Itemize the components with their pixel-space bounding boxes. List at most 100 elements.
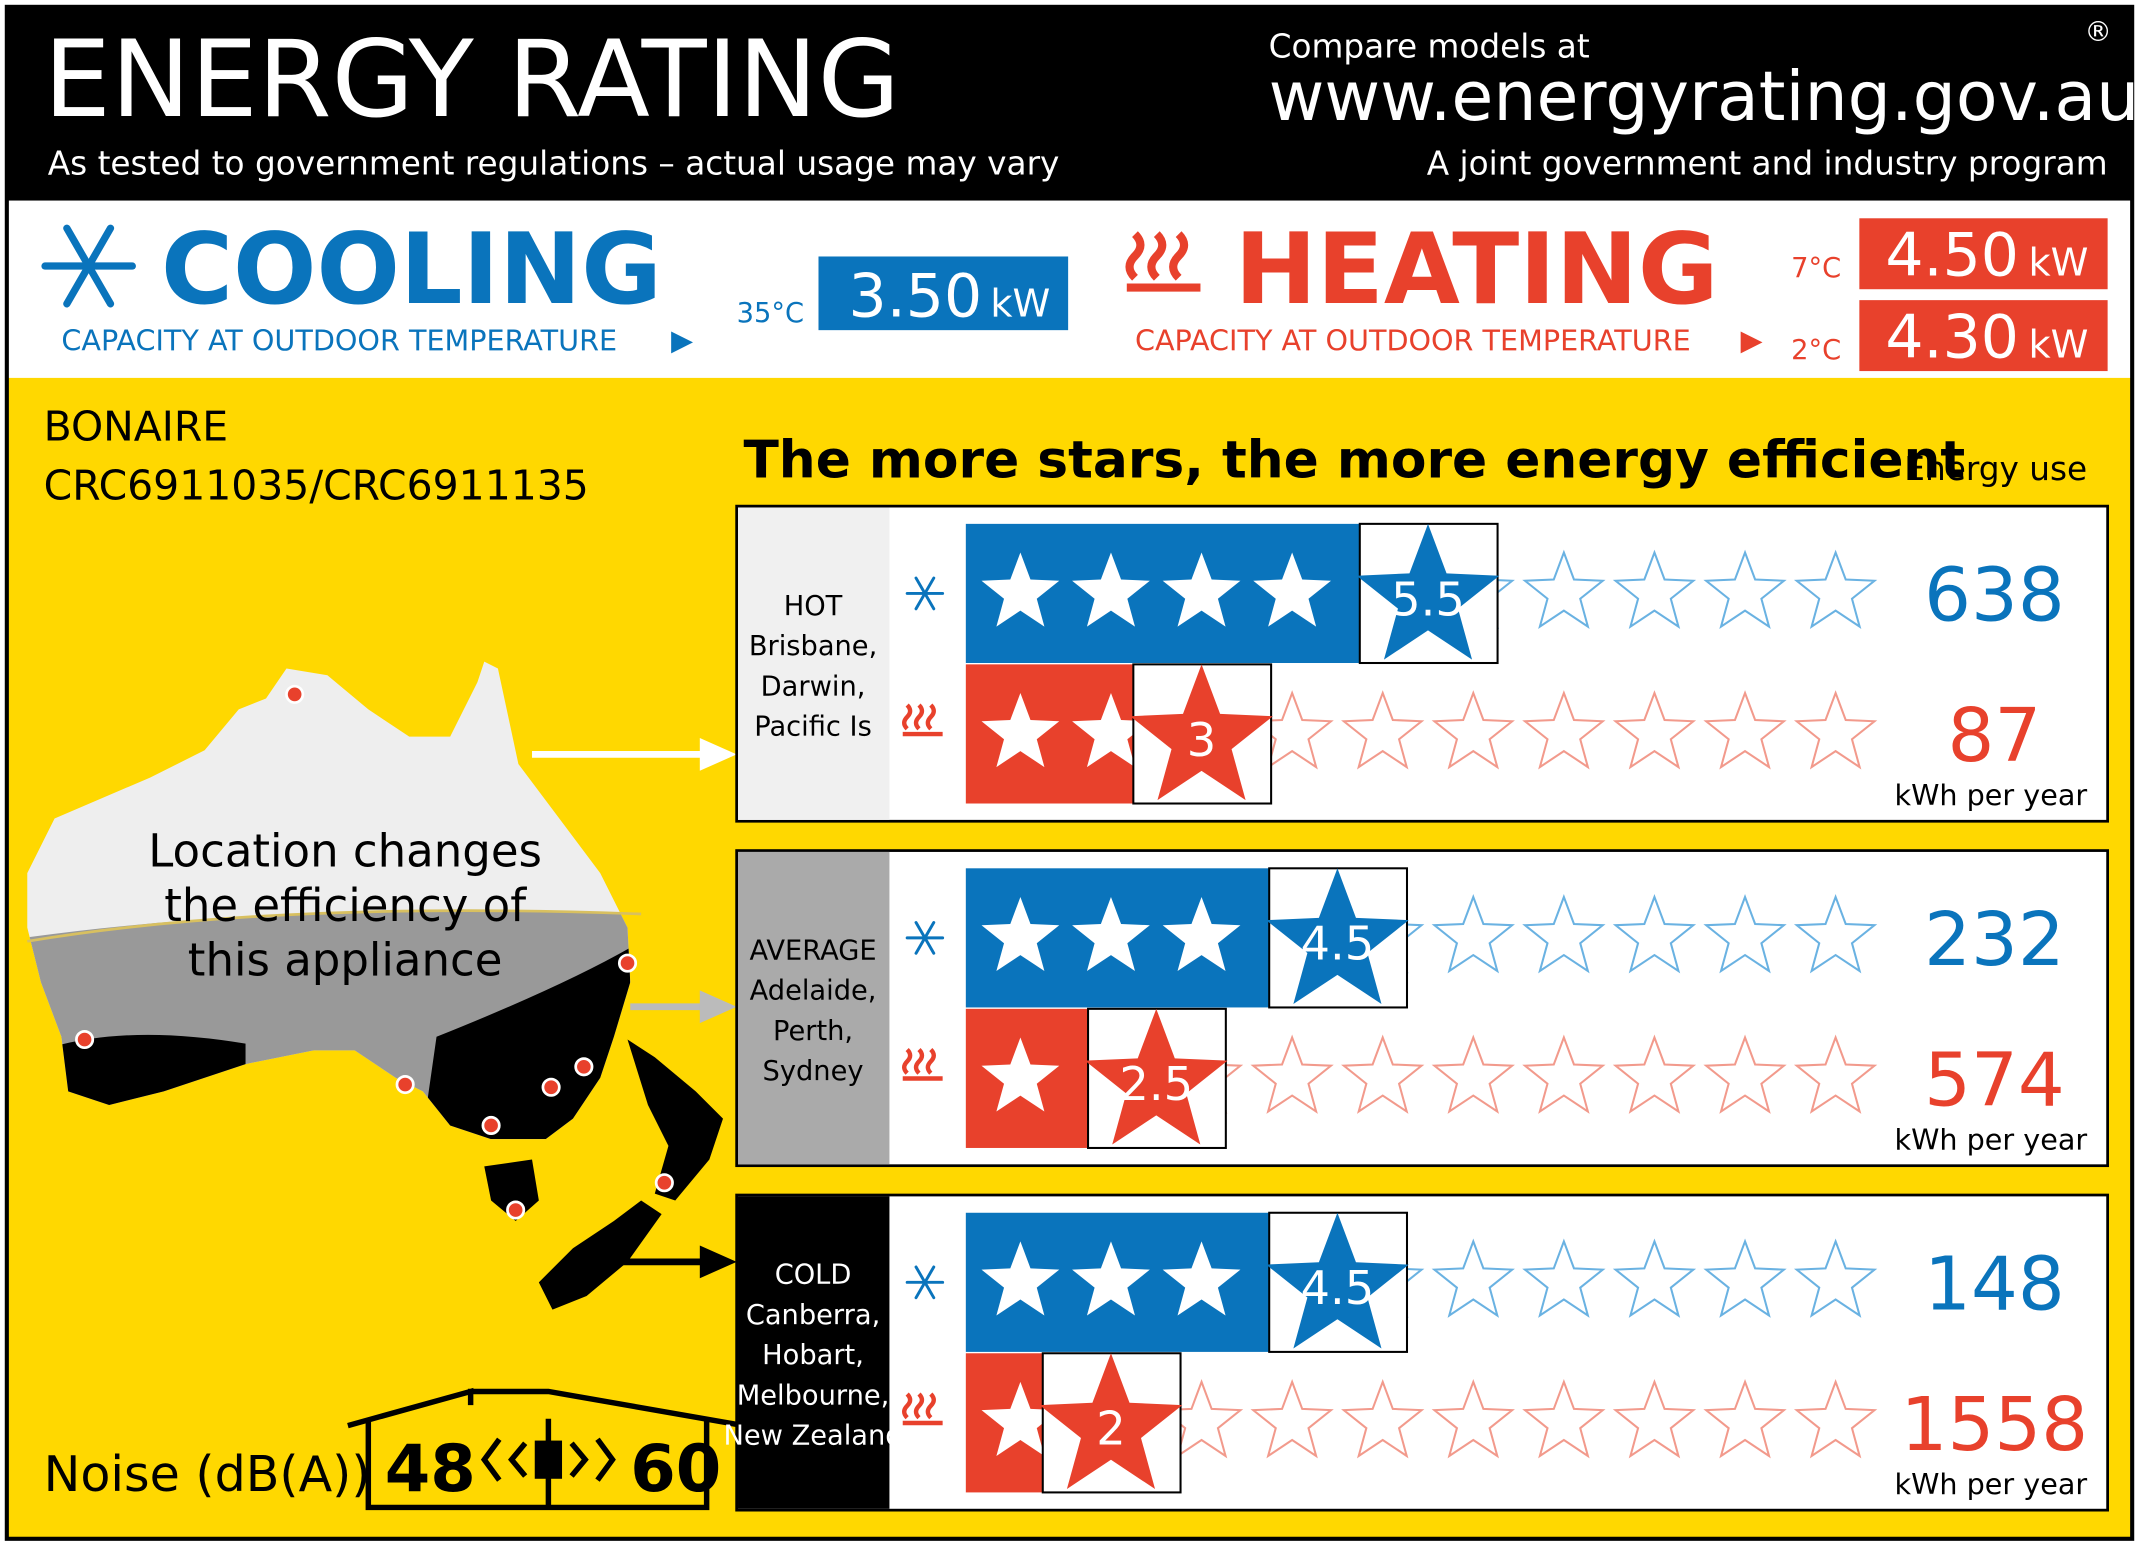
- noise-label: Noise (dB(A)): [44, 1445, 371, 1503]
- city-dot: [617, 953, 638, 973]
- city-dot: [481, 1115, 501, 1136]
- energy-use: 148: [1924, 1243, 2065, 1328]
- empty-star: [1341, 1378, 1425, 1459]
- rating-star: [1266, 868, 1409, 1005]
- heating-caption: CAPACITY AT OUTDOOR TEMPERATURE: [1135, 324, 1691, 358]
- empty-star: [1612, 690, 1697, 770]
- arrow-head: [699, 1245, 737, 1279]
- speaker: [534, 1440, 563, 1479]
- star-rating-label: 3: [1187, 713, 1217, 767]
- map-caption: the efficiency of: [164, 879, 527, 932]
- flake-arm: [63, 224, 115, 308]
- flake-arm: [914, 921, 936, 955]
- capacity: 4.50: [1885, 221, 2019, 291]
- capacity: 3.50: [849, 262, 983, 332]
- heat-icon: [902, 1392, 943, 1426]
- heat-wave: [925, 703, 936, 731]
- stars-heading: The more stars, the more energy efficien…: [743, 430, 1965, 490]
- rating-star: [1130, 664, 1273, 801]
- energy-use: 232: [1924, 898, 2065, 983]
- registered-mark: ®: [2084, 17, 2111, 48]
- walls: [365, 1418, 710, 1511]
- heat-wave: [902, 1392, 913, 1420]
- empty-star: [1612, 1034, 1697, 1114]
- temperature: 35°C: [737, 298, 804, 329]
- star-rating-label: 4.5: [1301, 1261, 1375, 1315]
- city-dot: [395, 1074, 415, 1095]
- cooling-caption: CAPACITY AT OUTDOOR TEMPERATURE: [61, 324, 617, 358]
- empty-star: [1612, 549, 1697, 629]
- snowflake-icon: [905, 921, 945, 955]
- empty-star: [1431, 1238, 1515, 1318]
- heat-wave: [902, 703, 913, 731]
- empty-star: [1341, 1034, 1425, 1114]
- frame: [4, 4, 2135, 1541]
- heat-wave: [1147, 231, 1167, 281]
- zone-place: Hobart,: [762, 1340, 864, 1371]
- zone-name: COLD: [775, 1260, 852, 1291]
- rating-star: [1039, 1353, 1183, 1490]
- zone-panel: [735, 849, 2109, 1168]
- zone-name: AVERAGE: [749, 935, 876, 966]
- energy-use: 574: [1924, 1039, 2065, 1124]
- city-dot: [285, 684, 305, 704]
- arrow-head: [699, 990, 737, 1024]
- rating-star: [1266, 1212, 1409, 1349]
- arrow-head: [699, 738, 737, 771]
- energy-use: 1558: [1901, 1383, 2088, 1468]
- empty-star: [1703, 690, 1787, 770]
- city-dot: [541, 1077, 561, 1097]
- flake-arm: [914, 576, 936, 611]
- heat-wave: [913, 1047, 925, 1075]
- empty-star: [1250, 1378, 1334, 1459]
- zone-label-panel: [738, 851, 890, 1165]
- heat-wave: [902, 1047, 913, 1075]
- zone-place: Melbourne,: [737, 1380, 890, 1411]
- temperature: 7°C: [1791, 253, 1841, 284]
- filled-star: [981, 693, 1060, 768]
- empty-star: [1431, 690, 1515, 770]
- filled-star: [1253, 552, 1332, 627]
- filled-star: [1072, 896, 1150, 972]
- cooling-label: COOLING: [161, 213, 662, 327]
- heating-label: HEATING: [1235, 213, 1719, 327]
- zone-label-panel: [738, 507, 890, 820]
- zone-place: Canberra,: [746, 1300, 880, 1331]
- filled-star: [1072, 552, 1150, 627]
- zone-name: HOT: [784, 591, 843, 622]
- zone-place: Brisbane,: [749, 631, 877, 662]
- sound-waves: [480, 1437, 616, 1482]
- filled-star: [981, 1241, 1060, 1316]
- rating-star: [1084, 1008, 1228, 1145]
- empty-star: [1250, 1034, 1334, 1114]
- temperature: 2°C: [1791, 335, 1841, 366]
- empty-star: [1612, 1238, 1697, 1318]
- filled-star: [981, 552, 1060, 627]
- noise-indoor: 48: [385, 1431, 476, 1507]
- noise-house: [347, 1387, 744, 1511]
- caption-arrow: [1740, 331, 1763, 354]
- rating-star: [1356, 523, 1500, 660]
- header-band: [6, 6, 2133, 201]
- zone-label-panel: [738, 1196, 890, 1509]
- city-dot: [75, 1029, 95, 1050]
- zone-place: Darwin,: [761, 671, 866, 702]
- empty-star: [1703, 1378, 1787, 1459]
- empty-star: [1431, 894, 1515, 974]
- empty-star: [1793, 1034, 1878, 1114]
- heat-wave: [925, 1392, 936, 1420]
- empty-star: [1522, 1034, 1606, 1114]
- zone-place: New Zealand: [723, 1421, 902, 1452]
- energy-unit: kWh per year: [1895, 1467, 2088, 1501]
- nz-north: [627, 1039, 724, 1201]
- title: ENERGY RATING: [44, 18, 900, 142]
- energy-use: 87: [1948, 694, 2042, 779]
- snowflake-icon: [905, 576, 945, 611]
- city-dot: [654, 1173, 674, 1193]
- empty-star: [1703, 1238, 1787, 1318]
- map-caption: this appliance: [188, 933, 503, 986]
- empty-star: [1522, 1378, 1606, 1459]
- heat-icon: [902, 703, 943, 737]
- nz-south: [538, 1200, 662, 1310]
